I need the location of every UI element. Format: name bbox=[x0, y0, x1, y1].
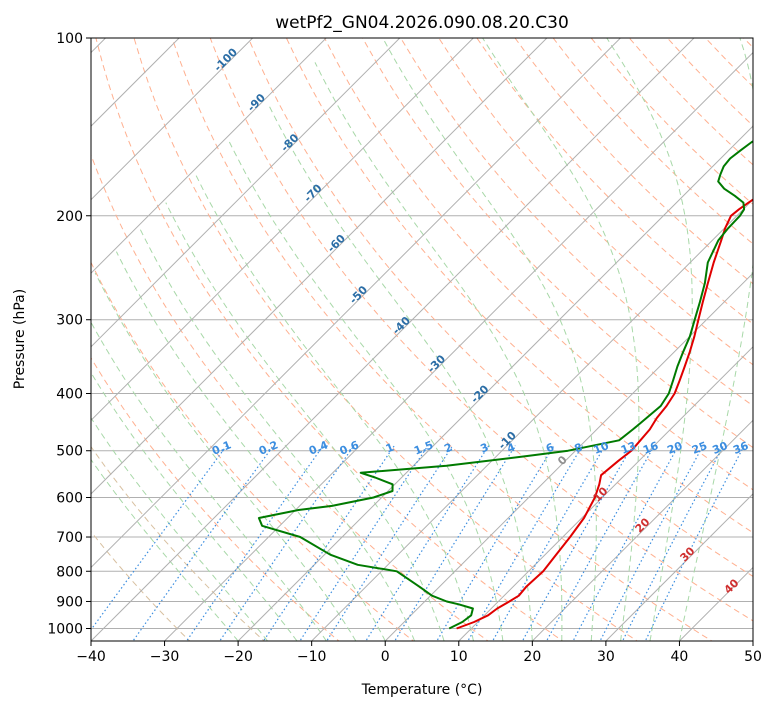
x-tick-label: 50 bbox=[744, 649, 762, 665]
x-tick-label: 0 bbox=[381, 649, 390, 665]
y-tick-label: 100 bbox=[56, 31, 83, 47]
x-tick-label: −10 bbox=[297, 649, 327, 665]
y-tick-label: 600 bbox=[56, 490, 83, 506]
x-tick-label: −20 bbox=[223, 649, 253, 665]
y-tick-label: 200 bbox=[56, 209, 83, 225]
y-tick-label: 1000 bbox=[47, 621, 83, 637]
y-tick-label: 700 bbox=[56, 530, 83, 546]
x-tick-label: 10 bbox=[450, 649, 468, 665]
y-axis-label: Pressure (hPa) bbox=[12, 289, 28, 389]
x-tick-label: −40 bbox=[76, 649, 106, 665]
x-tick-label: 40 bbox=[671, 649, 689, 665]
y-tick-label: 300 bbox=[56, 313, 83, 329]
x-tick-label: 20 bbox=[523, 649, 541, 665]
y-tick-label: 400 bbox=[56, 387, 83, 403]
chart-title: wetPf2_GN04.2026.090.08.20.C30 bbox=[275, 13, 569, 33]
y-tick-label: 800 bbox=[56, 564, 83, 580]
y-tick-label: 500 bbox=[56, 444, 83, 460]
x-tick-label: −30 bbox=[150, 649, 180, 665]
y-tick-label: 900 bbox=[56, 594, 83, 610]
x-axis-label: Temperature (°C) bbox=[361, 682, 483, 698]
x-tick-label: 30 bbox=[597, 649, 615, 665]
